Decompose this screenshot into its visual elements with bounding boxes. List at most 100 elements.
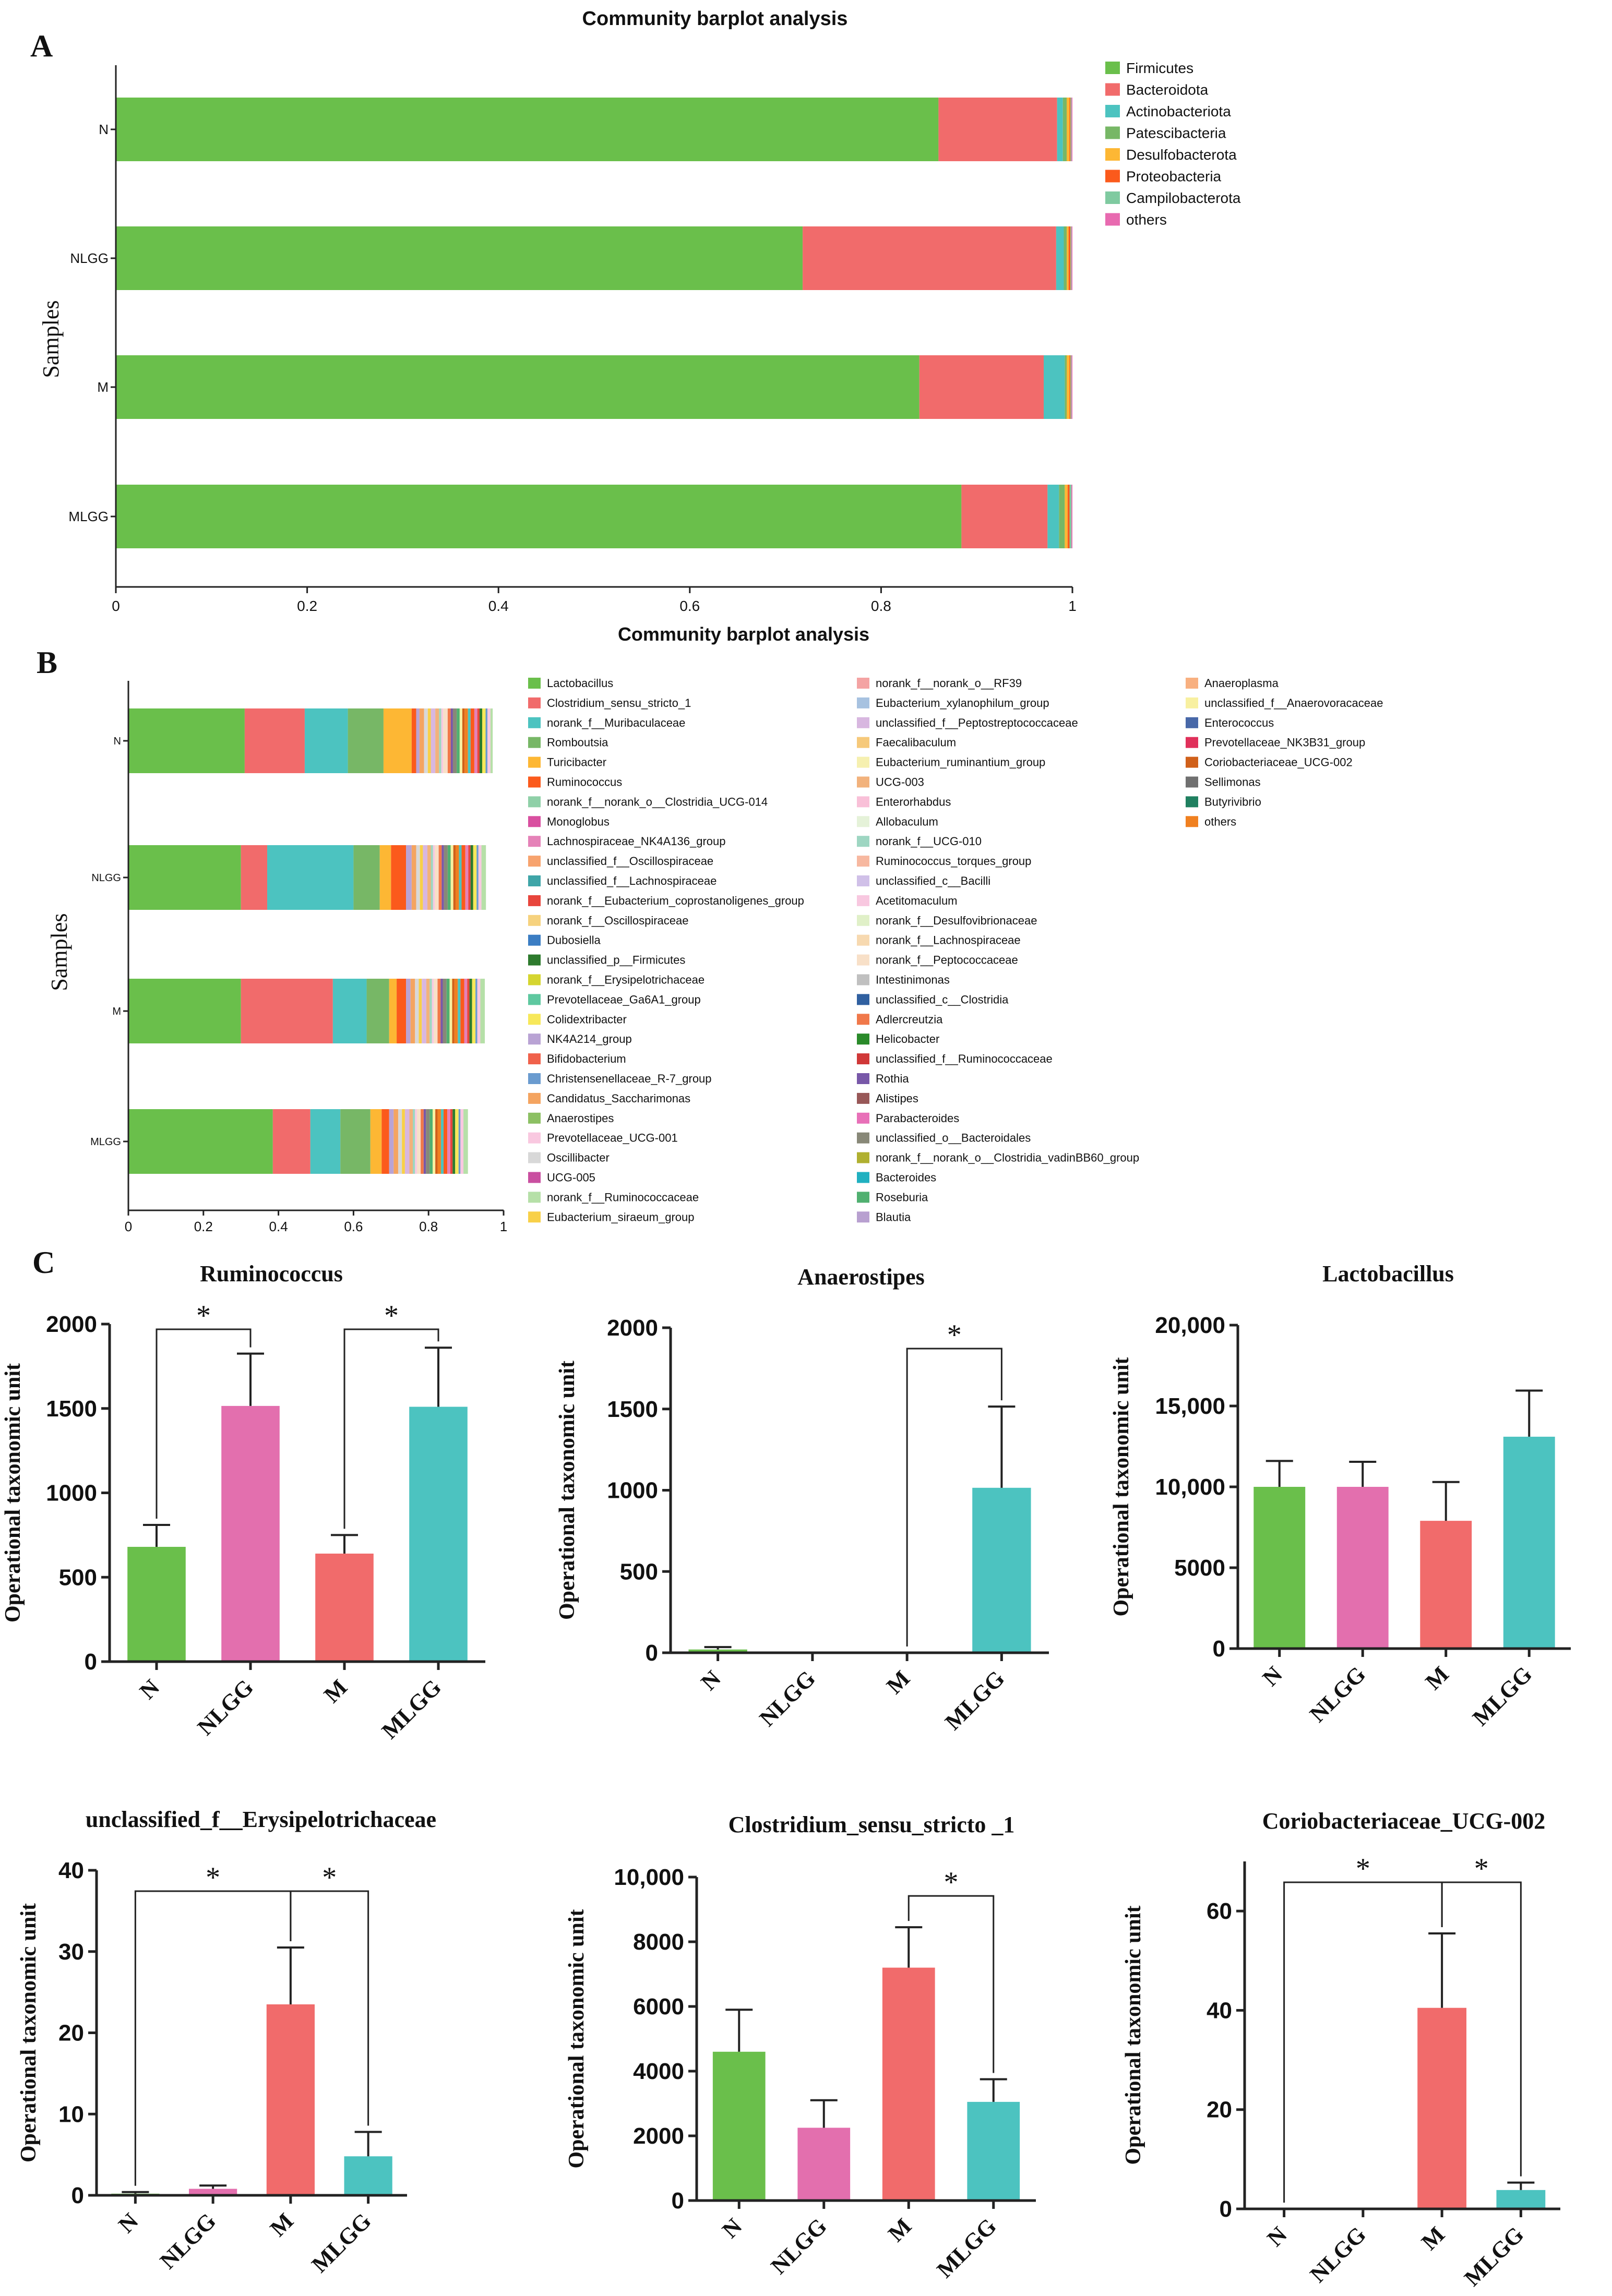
y-tick-label: M bbox=[112, 1006, 121, 1017]
y-tick-label: 0 bbox=[71, 2183, 84, 2208]
legend-swatch bbox=[857, 915, 869, 926]
legend-swatch bbox=[1186, 796, 1198, 808]
x-tick-label: MLGG bbox=[940, 1665, 1009, 1735]
legend-label: Ruminococcus_torques_group bbox=[876, 855, 1031, 868]
legend-swatch bbox=[857, 974, 869, 985]
bar-segment-n-9 bbox=[427, 708, 431, 773]
legend-label: Sellimonas bbox=[1204, 776, 1261, 789]
legend-swatch bbox=[528, 1014, 541, 1025]
panel-a-community-barplot: Community barplot analysis Samples N NLGG M M… bbox=[38, 8, 1241, 614]
legend-swatch bbox=[528, 1092, 541, 1104]
chart-c3: Lactobacillus Operational taxonomic unit 0… bbox=[1109, 1261, 1571, 1731]
bar-segment-nlgg-29 bbox=[478, 845, 482, 910]
bar-segment-nlgg-21 bbox=[455, 845, 459, 910]
legend-label: others bbox=[1126, 212, 1167, 228]
legend-label: Eubacterium_ruminantium_group bbox=[876, 756, 1045, 769]
legend-label: norank_f__norank_o__Clostridia_vadinBB60… bbox=[876, 1151, 1139, 1164]
bar-segment-m-7 bbox=[410, 979, 415, 1043]
legend-label: Campilobacterota bbox=[1126, 190, 1241, 206]
legend-label: Prevotellaceae_NK3B31_group bbox=[1204, 736, 1365, 749]
legend-swatch bbox=[857, 1112, 869, 1124]
y-tick-label: 30 bbox=[58, 1939, 84, 1965]
legend-label: unclassified_c__Clostridia bbox=[876, 993, 1009, 1006]
bar-nlgg bbox=[189, 2189, 237, 2195]
legend-label: Roseburia bbox=[876, 1191, 928, 1204]
chart-c6: Coriobacteriaceae_UCG-002 Operational tax… bbox=[1121, 1808, 1560, 2291]
y-tick-label: 2000 bbox=[607, 1315, 658, 1341]
bar-segment-m-20 bbox=[452, 979, 455, 1043]
bar-m bbox=[315, 1553, 374, 1662]
legend-swatch bbox=[857, 1092, 869, 1104]
bar-mlgg bbox=[409, 1407, 468, 1662]
bar-segment-n-23 bbox=[470, 708, 474, 773]
legend-swatch bbox=[528, 1172, 541, 1183]
bar-segment-n-30 bbox=[490, 708, 493, 773]
legend-label: Prevotellaceae_UCG-001 bbox=[547, 1132, 678, 1145]
x-tick-label: NLGG bbox=[755, 1665, 820, 1731]
legend-swatch bbox=[857, 1211, 869, 1223]
y-tick-label: 20 bbox=[1207, 2097, 1232, 2123]
y-tick-label: 20,000 bbox=[1155, 1313, 1225, 1338]
bar-segment-mlgg-11 bbox=[409, 1109, 413, 1174]
bar-m bbox=[1417, 2008, 1467, 2209]
legend-swatch bbox=[528, 974, 541, 985]
bar-segment-mlgg-13 bbox=[415, 1109, 417, 1174]
legend-swatch bbox=[528, 856, 541, 867]
y-tick-label: 4000 bbox=[633, 2059, 684, 2084]
chart-title: Anaerostipes bbox=[797, 1264, 925, 1290]
legend-swatch bbox=[528, 1033, 541, 1045]
bar-segment-m-campilobacterota bbox=[1070, 355, 1072, 419]
legend-swatch bbox=[528, 1112, 541, 1124]
bar-n bbox=[1253, 1487, 1306, 1649]
y-tick-label: 1500 bbox=[46, 1396, 97, 1422]
legend-swatch bbox=[528, 994, 541, 1005]
panel-label-c: C bbox=[32, 1245, 55, 1280]
legend-label: Eubacterium_siraeum_group bbox=[547, 1210, 695, 1223]
bar-segment-nlgg-30 bbox=[481, 845, 486, 910]
bar-segment-n-bacteroidota bbox=[938, 98, 1057, 161]
legend-label: Coriobacteriaceae_UCG-002 bbox=[1204, 756, 1353, 769]
bar-segment-n-29 bbox=[487, 708, 491, 773]
bar-segment-m-others bbox=[1071, 355, 1072, 419]
bar-segment-m-25 bbox=[467, 979, 470, 1043]
bar-segment-mlgg-4 bbox=[370, 1109, 382, 1174]
x-tick-label: 0.4 bbox=[269, 1219, 288, 1234]
y-axis-label: Operational taxonomic unit bbox=[565, 1909, 589, 2168]
legend-swatch bbox=[857, 697, 869, 708]
legend-swatch bbox=[528, 1053, 541, 1065]
y-tick-label: 6000 bbox=[633, 1994, 684, 2019]
bar-segment-n-7 bbox=[419, 708, 424, 773]
chart-c1: Ruminococcus Operational taxonomic unit 0 5… bbox=[1, 1261, 485, 1744]
y-tick-label: M bbox=[97, 379, 109, 395]
significance-star: * bbox=[322, 1861, 337, 1894]
bar-segment-mlgg-30 bbox=[463, 1109, 468, 1174]
y-axis-label: Operational taxonomic unit bbox=[17, 1903, 41, 2162]
legend-swatch bbox=[1186, 816, 1198, 827]
bar-segment-m-8 bbox=[415, 979, 419, 1043]
bar-segment-nlgg-15 bbox=[438, 845, 442, 910]
x-tick-label: MLGG bbox=[1467, 1661, 1537, 1730]
legend-swatch-bacteroidota bbox=[1105, 83, 1120, 96]
bar-segment-nlgg-3 bbox=[353, 845, 380, 910]
bar-nlgg bbox=[797, 2127, 851, 2201]
y-tick-label: 0 bbox=[1213, 1636, 1225, 1662]
panel-label-a: A bbox=[30, 29, 53, 63]
bar-segment-n-12 bbox=[439, 708, 441, 773]
bar-segment-nlgg-27 bbox=[473, 845, 477, 910]
legend-label: UCG-005 bbox=[547, 1171, 595, 1184]
y-tick-label: 10,000 bbox=[1155, 1474, 1225, 1500]
bar-segment-nlgg-0 bbox=[128, 845, 241, 910]
bar-segment-m-23 bbox=[460, 979, 464, 1043]
bar-segment-n-13 bbox=[441, 708, 444, 773]
chart-title: Clostridium_sensu_stricto _1 bbox=[729, 1812, 1015, 1837]
panel-label-b: B bbox=[37, 645, 57, 680]
legend-swatch bbox=[1186, 776, 1198, 788]
x-tick-label: N bbox=[717, 2213, 747, 2243]
chart-c2: Anaerostipes Operational taxonomic unit 0 5… bbox=[555, 1264, 1049, 1735]
legend-label: norank_f__Oscillospiraceae bbox=[547, 914, 689, 927]
bar-mlgg bbox=[972, 1487, 1031, 1653]
legend-label: Firmicutes bbox=[1126, 60, 1193, 76]
bar-segment-m-13 bbox=[432, 979, 434, 1043]
legend-label: norank_f__Muribaculaceae bbox=[547, 716, 685, 729]
legend-label: unclassified_f__Peptostreptococcaceae bbox=[876, 716, 1078, 729]
